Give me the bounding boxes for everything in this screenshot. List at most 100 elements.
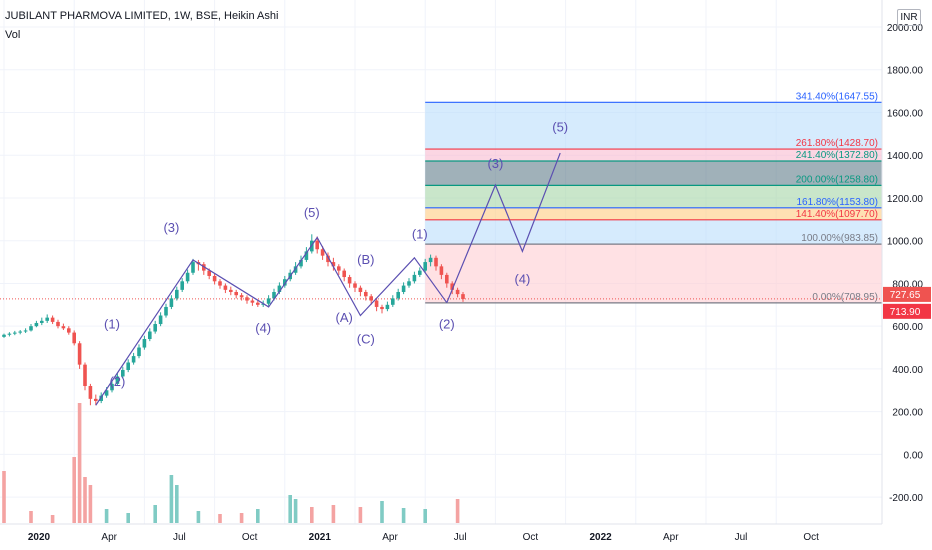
candle-body bbox=[266, 298, 271, 304]
candle-body bbox=[18, 331, 22, 333]
candle-body bbox=[2, 334, 6, 337]
candle-body bbox=[175, 289, 179, 299]
wave-label: (5) bbox=[304, 205, 320, 220]
price-tick-label: 1400.00 bbox=[887, 151, 924, 162]
candle-body bbox=[164, 306, 168, 316]
candle-body bbox=[223, 285, 228, 290]
wave-label: (B) bbox=[357, 252, 374, 267]
time-tick-label: Jul bbox=[735, 532, 748, 543]
candle-body bbox=[148, 331, 152, 340]
fib-level-label: 200.00%(1258.80) bbox=[796, 174, 878, 185]
candle-body bbox=[137, 347, 141, 357]
fib-zone bbox=[425, 161, 882, 186]
candle-body bbox=[461, 294, 465, 300]
wave-label: (3) bbox=[163, 220, 179, 235]
candle-body bbox=[185, 272, 190, 282]
candle-body bbox=[277, 285, 282, 292]
candle-body bbox=[218, 281, 222, 286]
volume-bar bbox=[104, 509, 109, 523]
volume-bar bbox=[83, 477, 87, 523]
volume-bar bbox=[175, 485, 179, 523]
candle-body bbox=[110, 383, 114, 391]
time-tick-label: Jul bbox=[173, 532, 186, 543]
volume-bar bbox=[153, 505, 157, 523]
candle-body bbox=[364, 291, 368, 297]
candle-body bbox=[347, 277, 352, 284]
time-tick-label: Oct bbox=[803, 532, 819, 543]
candle-body bbox=[396, 291, 400, 299]
candle-body bbox=[142, 339, 147, 348]
price-tick-label: -200.00 bbox=[889, 493, 923, 504]
volume-bar bbox=[423, 509, 427, 523]
candle-body bbox=[380, 306, 384, 310]
volume-bar bbox=[169, 475, 174, 523]
volume-bar bbox=[196, 511, 201, 523]
volume-indicator-label[interactable]: Vol bbox=[5, 29, 21, 41]
volume-bar bbox=[218, 514, 222, 523]
volume-bar bbox=[72, 457, 76, 523]
volume-bar bbox=[380, 501, 384, 523]
candle-body bbox=[56, 321, 60, 327]
time-tick-label: 2022 bbox=[589, 532, 612, 543]
volume-bar bbox=[455, 499, 460, 523]
candle-body bbox=[77, 343, 82, 365]
candle-body bbox=[67, 328, 71, 333]
volume-bar bbox=[310, 507, 314, 523]
wave-label: (2) bbox=[439, 316, 455, 331]
time-tick-label: Oct bbox=[242, 532, 258, 543]
candle-body bbox=[256, 302, 260, 305]
candle-body bbox=[169, 298, 174, 307]
candle-body bbox=[29, 326, 33, 331]
candle-body bbox=[115, 376, 120, 384]
time-tick-label: Apr bbox=[382, 532, 398, 543]
candle-body bbox=[104, 390, 109, 396]
time-tick-label: Jul bbox=[454, 532, 467, 543]
fib-level-label: 241.40%(1372.80) bbox=[796, 150, 878, 161]
candle-body bbox=[234, 291, 238, 296]
time-tick-label: Apr bbox=[101, 532, 117, 543]
price-label: 713.90 bbox=[890, 307, 921, 318]
candle-body bbox=[50, 317, 55, 322]
chart-title[interactable]: JUBILANT PHARMOVA LIMITED, 1W, BSE, Heik… bbox=[5, 10, 279, 22]
candle-body bbox=[450, 283, 454, 290]
volume-bar bbox=[88, 485, 93, 523]
wave-label: (2) bbox=[109, 374, 125, 389]
candle-body bbox=[40, 320, 44, 323]
fib-zone bbox=[425, 185, 882, 208]
fib-level-label: 100.00%(983.85) bbox=[801, 233, 878, 244]
candle-body bbox=[434, 257, 438, 267]
currency-badge[interactable]: INR bbox=[897, 9, 921, 26]
candle-body bbox=[212, 275, 217, 282]
wave-label: (5) bbox=[552, 120, 568, 135]
candle-body bbox=[7, 333, 12, 335]
fib-level-label: 161.80%(1153.80) bbox=[796, 197, 878, 208]
candle-body bbox=[455, 289, 460, 295]
volume-bar bbox=[401, 508, 406, 523]
candle-body bbox=[423, 262, 427, 271]
candle-body bbox=[121, 369, 125, 377]
fib-zone bbox=[425, 149, 882, 162]
candle-body bbox=[293, 266, 298, 273]
volume-bar bbox=[256, 509, 260, 523]
price-tick-label: 1200.00 bbox=[887, 194, 924, 205]
price-tick-label: 200.00 bbox=[892, 408, 923, 419]
candle-body bbox=[407, 281, 411, 286]
candle-body bbox=[412, 274, 417, 282]
candle-body bbox=[239, 295, 244, 298]
candle-body bbox=[245, 297, 249, 301]
fib-level-label: 0.00%(708.95) bbox=[812, 292, 878, 303]
candle-body bbox=[299, 259, 303, 267]
candle-body bbox=[353, 283, 357, 288]
candle-body bbox=[202, 264, 206, 271]
candle-body bbox=[428, 257, 433, 263]
fib-level-label: 141.40%(1097.70) bbox=[796, 209, 878, 220]
candle-body bbox=[229, 289, 233, 292]
candle-body bbox=[207, 270, 211, 276]
candle-body bbox=[439, 266, 444, 275]
fib-zone bbox=[425, 207, 882, 220]
fib-zone bbox=[425, 219, 882, 245]
candle-body bbox=[391, 298, 395, 305]
time-tick-label: Apr bbox=[663, 532, 679, 543]
candle-body bbox=[191, 262, 195, 273]
